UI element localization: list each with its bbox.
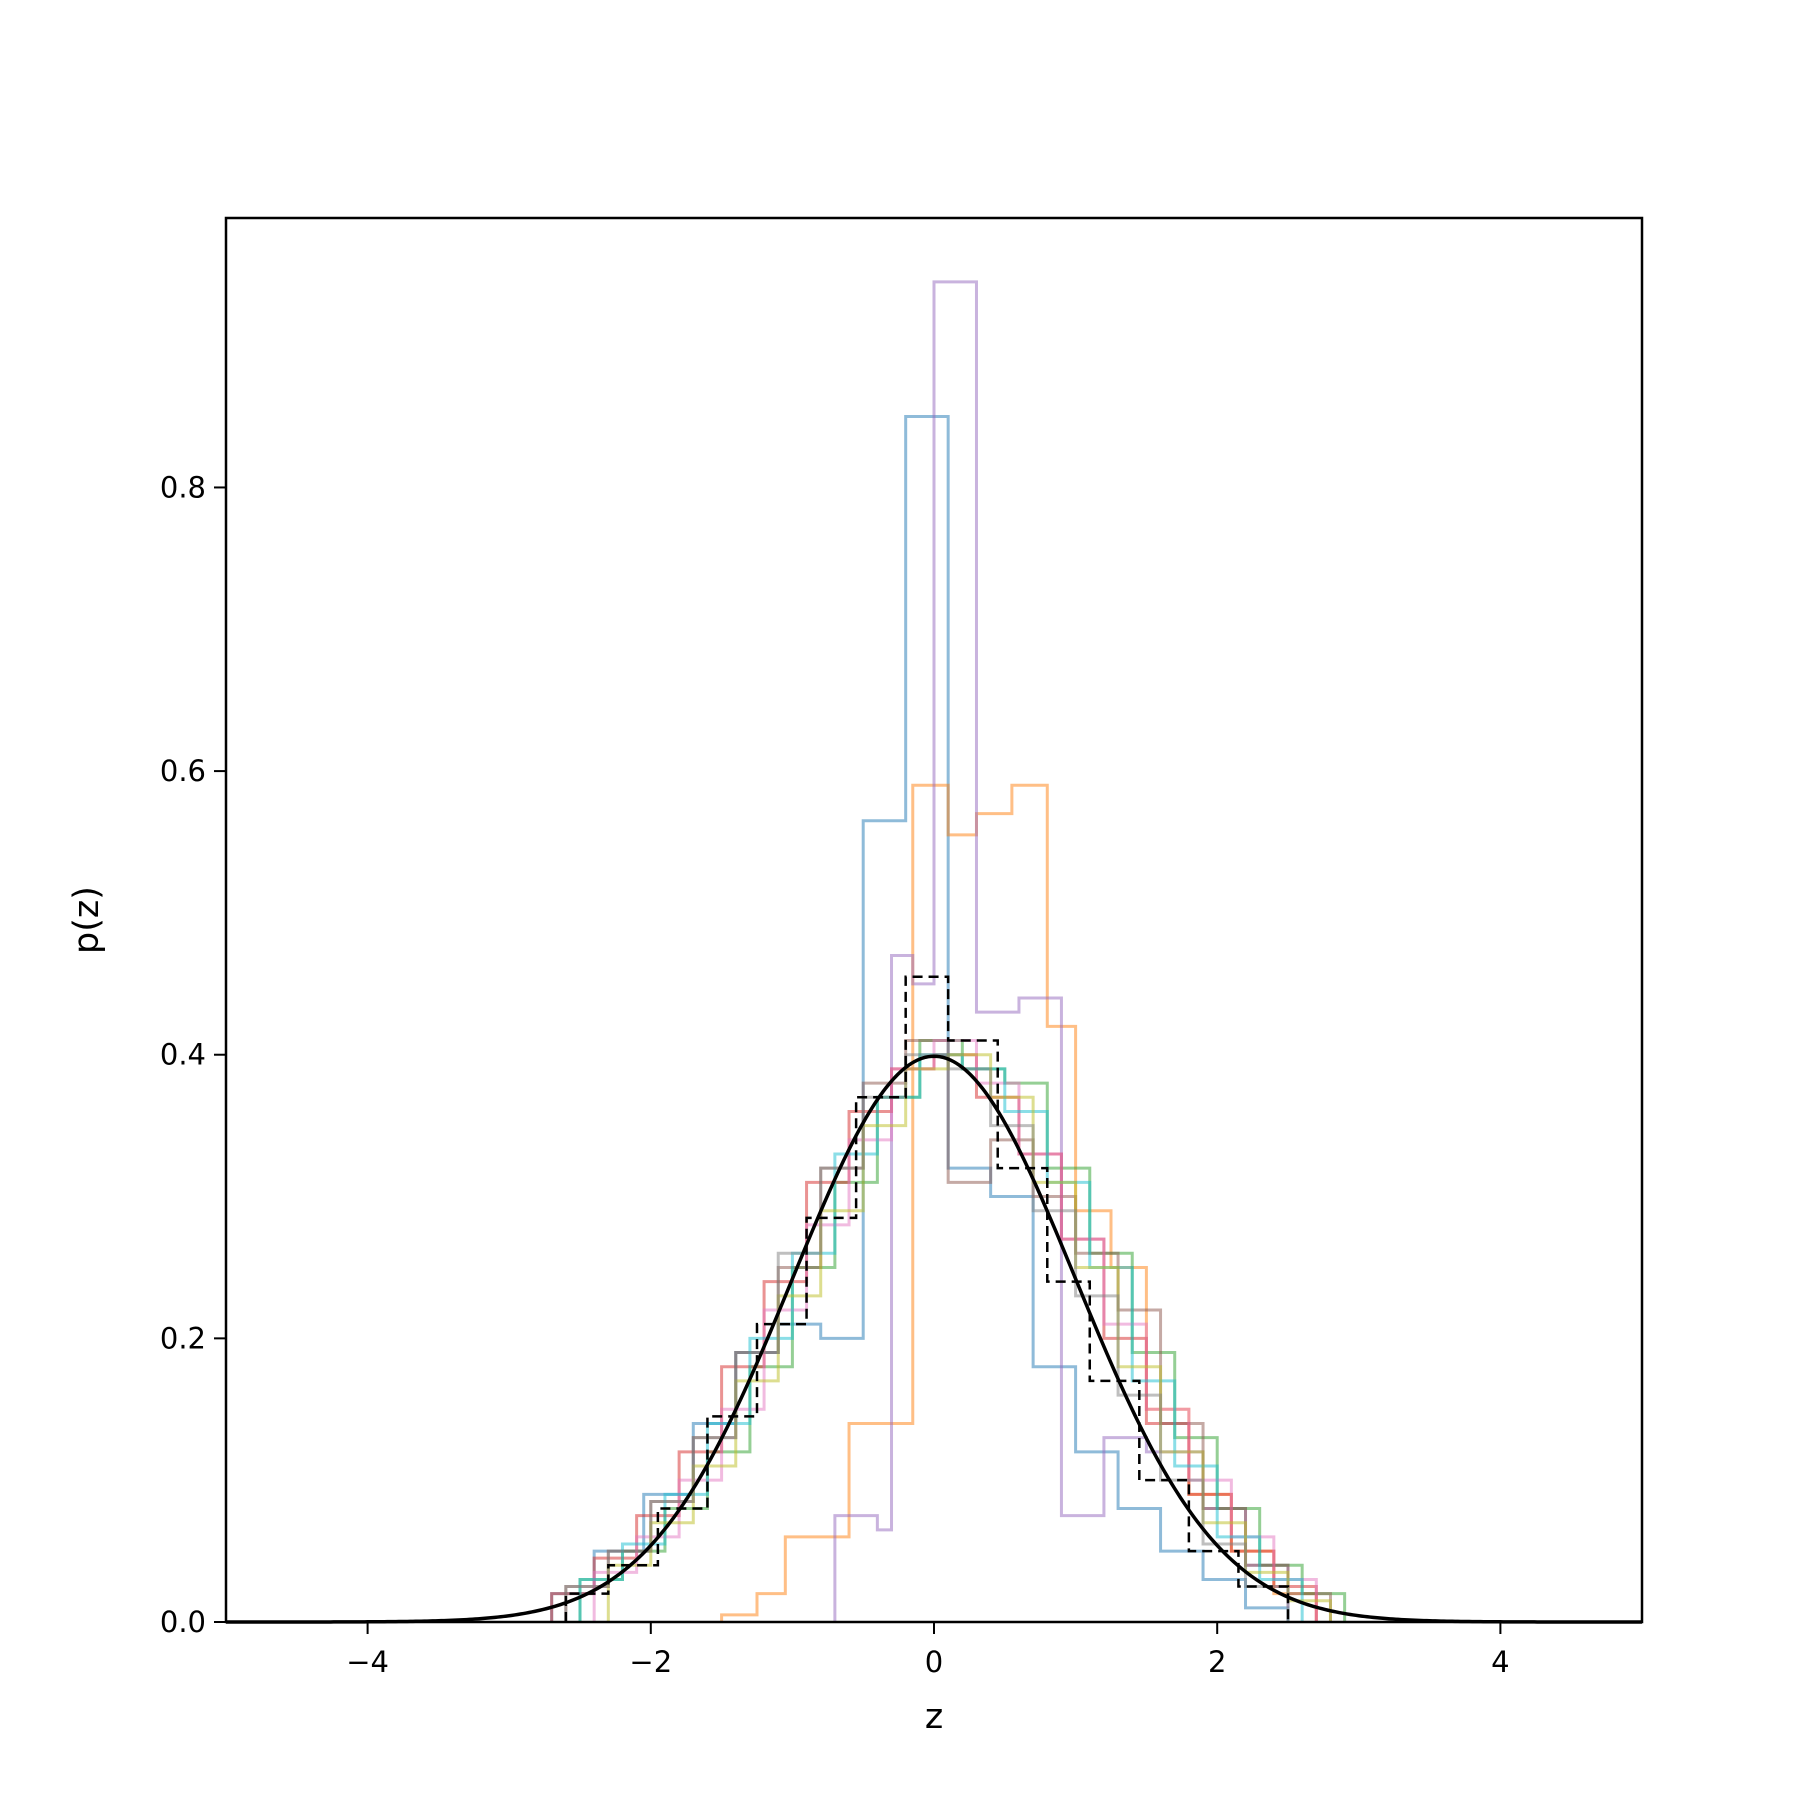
histogram-series-dashed <box>564 975 1290 1622</box>
x-axis-label: z <box>925 1697 943 1737</box>
y-tick-label: 0.8 <box>160 470 206 504</box>
x-tick-label: 4 <box>1491 1645 1509 1679</box>
x-axis-ticks: −4 −2 0 2 4 <box>346 1622 1510 1679</box>
y-axis-label: p(z) <box>67 886 107 954</box>
normal-density-curve <box>226 1054 1642 1624</box>
x-tick-label: −4 <box>346 1645 389 1679</box>
x-tick-label: 0 <box>925 1645 943 1679</box>
histogram-series-9 <box>606 1053 1332 1622</box>
y-tick-label: 0.0 <box>160 1605 206 1639</box>
y-axis-ticks: 0.0 0.2 0.4 0.6 0.8 <box>160 470 226 1639</box>
y-tick-label: 0.4 <box>160 1038 206 1072</box>
x-tick-label: −2 <box>629 1645 672 1679</box>
y-tick-label: 0.6 <box>160 754 206 788</box>
x-tick-label: 2 <box>1208 1645 1226 1679</box>
y-tick-label: 0.2 <box>160 1321 206 1355</box>
